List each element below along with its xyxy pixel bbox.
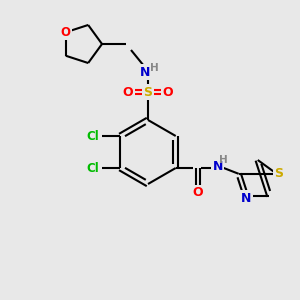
Text: N: N [212, 160, 223, 172]
Text: N: N [140, 65, 150, 79]
Text: S: S [143, 85, 152, 98]
Text: S: S [274, 167, 283, 180]
Text: O: O [123, 85, 133, 98]
Text: O: O [192, 187, 203, 200]
Text: O: O [163, 85, 173, 98]
Text: N: N [241, 192, 251, 205]
Text: H: H [150, 63, 158, 73]
Text: Cl: Cl [86, 130, 99, 142]
Text: O: O [61, 26, 71, 39]
Text: Cl: Cl [86, 161, 99, 175]
Text: H: H [219, 155, 228, 165]
